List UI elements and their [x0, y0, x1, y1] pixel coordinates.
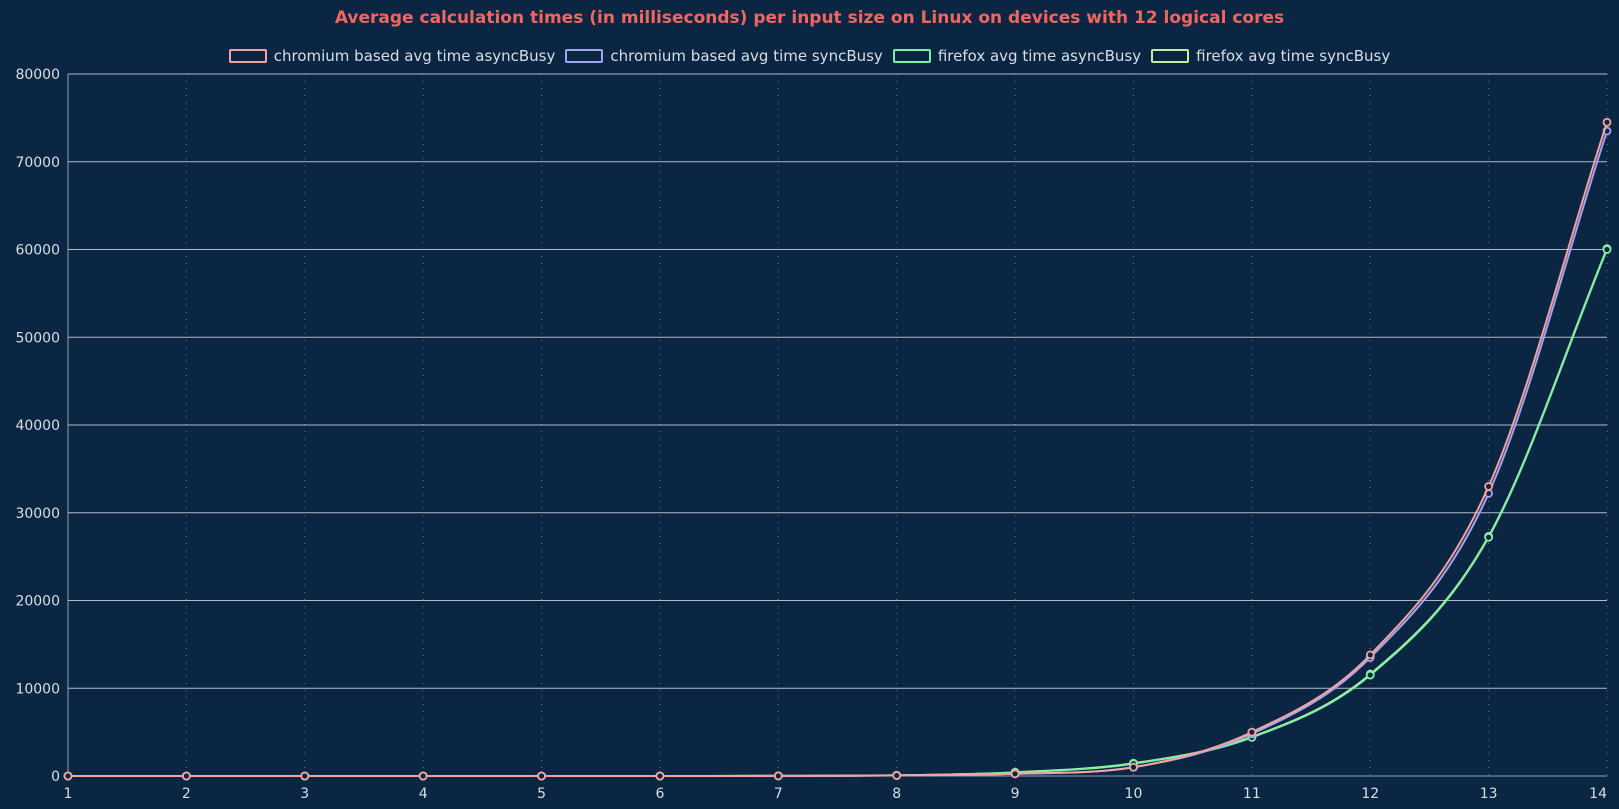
data-point [1602, 245, 1612, 254]
x-tick-label: 14 [1589, 786, 1607, 802]
data-point [1602, 117, 1612, 127]
y-tick-label: 20000 [15, 594, 60, 610]
data-point [655, 771, 665, 781]
y-tick-label: 50000 [15, 330, 60, 346]
x-tick-label: 12 [1361, 786, 1379, 802]
data-point [1484, 532, 1494, 542]
data-point [1129, 762, 1138, 772]
legend-label: firefox avg time asyncBusy [937, 47, 1142, 65]
y-tick-label: 30000 [15, 506, 60, 522]
legend-item[interactable]: chromium based avg time asyncBusy [228, 47, 556, 65]
data-point [1365, 650, 1375, 660]
legend: chromium based avg time asyncBusy chromi… [0, 47, 1619, 65]
data-point [300, 771, 310, 781]
y-tick-label: 10000 [15, 681, 60, 697]
legend-swatch [228, 49, 267, 63]
legend-swatch [892, 49, 931, 63]
x-tick-label: 8 [892, 786, 901, 802]
legend-label: chromium based avg time asyncBusy [273, 47, 556, 65]
data-point [1247, 727, 1257, 737]
data-point [1484, 482, 1494, 491]
y-tick-label: 60000 [15, 243, 60, 259]
y-tick-label: 40000 [15, 418, 60, 434]
data-point [1365, 670, 1375, 680]
x-tick-label: 5 [537, 786, 546, 802]
data-point [63, 771, 73, 781]
legend-item[interactable]: firefox avg time syncBusy [1151, 47, 1390, 65]
data-point [181, 771, 191, 781]
data-point [537, 771, 546, 781]
y-tick-label: 70000 [15, 155, 60, 171]
legend-swatch [565, 49, 604, 63]
legend-item[interactable]: firefox avg time asyncBusy [892, 47, 1142, 65]
x-tick-label: 11 [1243, 786, 1261, 802]
data-point [1010, 769, 1020, 779]
x-tick-label: 4 [419, 786, 428, 802]
series-line [67, 130, 1608, 777]
legend-item[interactable]: chromium based avg time syncBusy [565, 47, 883, 65]
y-tick-label: 0 [51, 769, 60, 785]
x-tick-label: 7 [774, 786, 783, 802]
x-tick-label: 10 [1125, 786, 1143, 802]
y-tick-label: 80000 [15, 67, 60, 83]
legend-label: firefox avg time syncBusy [1196, 47, 1391, 65]
x-tick-label: 13 [1480, 786, 1498, 802]
x-tick-label: 3 [300, 786, 309, 802]
chart-title: Average calculation times (in millisecon… [334, 8, 1285, 28]
data-point [773, 771, 783, 781]
legend-swatch [1151, 49, 1190, 63]
x-tick-label: 2 [182, 786, 191, 802]
series-line [67, 121, 1608, 777]
legend-label: chromium based avg time syncBusy [610, 47, 883, 65]
data-point [892, 771, 902, 780]
x-tick-label: 1 [64, 786, 73, 802]
data-point [418, 771, 428, 781]
x-tick-label: 9 [1011, 786, 1020, 802]
x-tick-label: 6 [655, 786, 664, 802]
